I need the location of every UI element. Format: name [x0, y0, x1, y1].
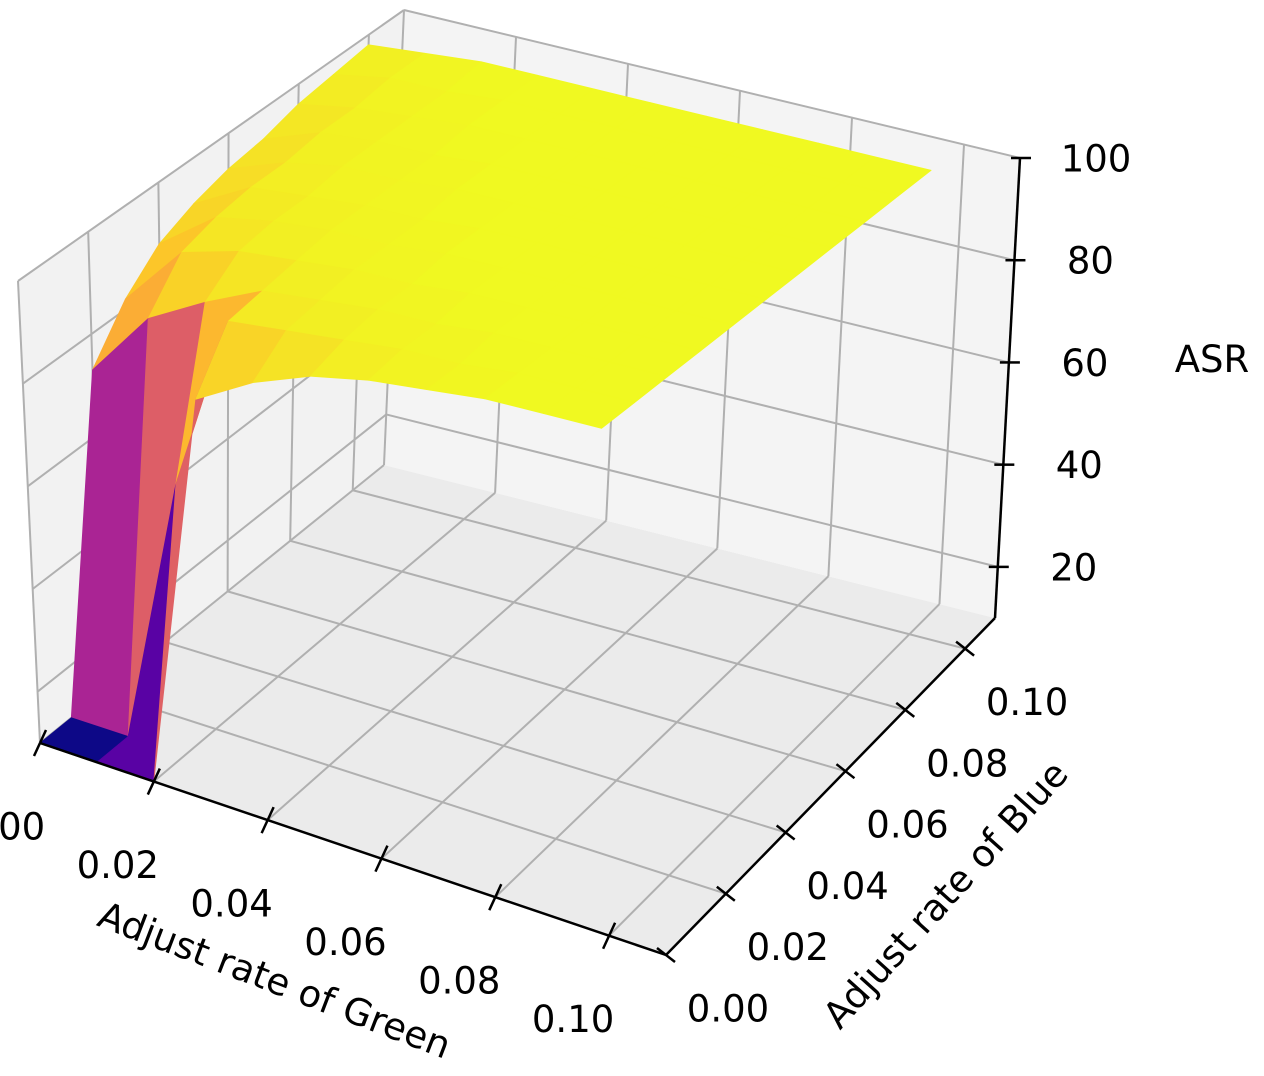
y-tick-mark: [725, 892, 736, 902]
x-tick-label: 0.02: [77, 844, 159, 887]
x-tick-mark: [152, 768, 161, 783]
z-axis-line: [993, 157, 1022, 619]
z-tick-label: 100: [1061, 138, 1132, 181]
z-tick-label: 80: [1067, 240, 1114, 283]
grid-line-x: [608, 603, 941, 937]
x-tick-mark: [146, 781, 155, 796]
y-tick-mark: [955, 640, 966, 650]
y-tick-mark: [964, 647, 975, 657]
x-tick-mark: [266, 806, 275, 821]
y-tick-mark: [835, 763, 847, 773]
grid-line-x: [380, 547, 718, 860]
x-tick-mark: [380, 845, 389, 860]
grid-line-z: [17, 9, 405, 282]
x-tick-mark: [601, 935, 611, 950]
x-tick-mark: [607, 922, 617, 937]
grid-line-y: [227, 590, 846, 773]
x-tick-mark: [260, 819, 269, 834]
y-tick-label: 0.10: [986, 681, 1068, 724]
y-tick-mark: [895, 701, 907, 711]
grid-line-z: [385, 413, 999, 568]
x-axis-title: Adjust rate of Green: [92, 893, 456, 1067]
z-tick-label: 20: [1050, 546, 1097, 589]
x-tick-label: 0.06: [304, 921, 386, 964]
y-tick-mark: [844, 770, 856, 780]
x-axis-line: [39, 741, 667, 957]
y-tick-label: 0.00: [687, 988, 769, 1031]
x-tick-mark: [494, 883, 503, 898]
y-tick-mark: [775, 824, 787, 834]
grid-line-y: [289, 539, 906, 711]
surface-patch: [542, 387, 635, 429]
y-tick-mark: [665, 954, 676, 963]
y-tick-label: 0.02: [747, 926, 829, 969]
z-tick-label: 40: [1056, 444, 1103, 487]
y-tick-label: 0.08: [926, 742, 1008, 785]
grid-line-y: [352, 489, 966, 650]
x-tick-mark: [374, 858, 383, 873]
grid-line-y: [17, 280, 41, 744]
grid-line-x: [938, 144, 965, 605]
x-tick-mark: [38, 729, 48, 744]
grid-line-x: [153, 492, 496, 783]
axes: 0.00 0.02 0.04 0.06 0.08 0.10 0.00 0.02 0.04 0.06…: [0, 138, 1131, 1042]
x-tick-label: 0.10: [532, 998, 614, 1041]
x-tick-label: 0.00: [0, 806, 45, 849]
y-tick-mark: [656, 947, 667, 956]
x-tick-label: 0.04: [190, 883, 272, 926]
y-tick-mark: [904, 708, 916, 718]
floor-pane: [40, 465, 995, 955]
y-axis-line: [665, 617, 996, 956]
grid-line-x: [494, 575, 830, 898]
y-tick-mark: [716, 885, 727, 895]
z-axis-title: ASR: [1175, 338, 1250, 381]
x-tick-mark: [488, 896, 497, 911]
grid-line-z: [403, 9, 1021, 159]
y-tick-label: 0.06: [866, 804, 948, 847]
grid-line-x: [266, 519, 607, 821]
y-tick-label: 0.04: [806, 865, 888, 908]
x-tick-mark: [32, 742, 42, 757]
y-tick-mark: [784, 831, 796, 841]
grid-line-y: [164, 640, 786, 834]
z-tick-label: 60: [1061, 342, 1108, 385]
grid-line-y: [102, 691, 727, 895]
x-tick-label: 0.08: [418, 960, 500, 1003]
surface: [39, 44, 932, 782]
